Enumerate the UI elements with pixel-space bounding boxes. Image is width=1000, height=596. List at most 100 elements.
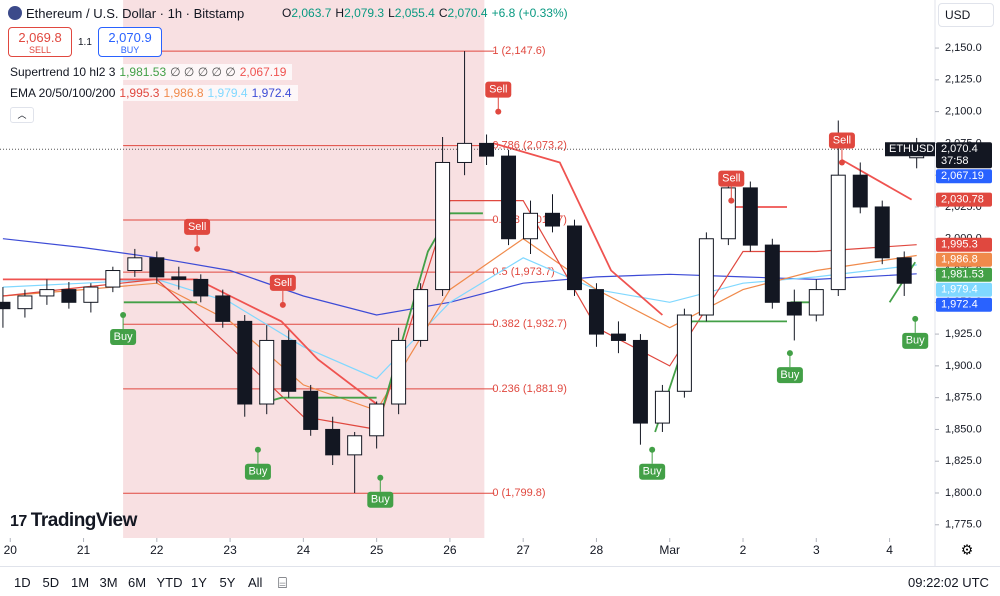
price-tag-label: 2,067.19 — [941, 170, 984, 182]
indicator-value: 1,979.4 — [207, 86, 248, 100]
x-tick-label: 27 — [517, 543, 531, 557]
candle-body — [369, 403, 385, 437]
candle-body — [0, 301, 11, 310]
signal-label: Sell — [274, 277, 292, 289]
range-button[interactable]: All — [248, 575, 263, 590]
y-tick-label: 1,825.0 — [945, 455, 982, 467]
candle-body — [676, 314, 692, 392]
candle-body — [501, 155, 517, 240]
signal-label: Buy — [643, 466, 662, 478]
y-tick-label: 2,150.0 — [945, 42, 982, 54]
fib-label: 0.236 (1,881.9) — [492, 383, 567, 395]
range-button[interactable]: 1Y — [191, 575, 207, 590]
change: +6.8 (+0.33%) — [491, 6, 568, 20]
candle-body — [698, 238, 714, 316]
price-tag-label: 1,995.3 — [941, 239, 978, 251]
range-button[interactable]: 5D — [42, 575, 60, 590]
supertrend-line — [493, 142, 663, 316]
range-button[interactable]: 1D — [14, 575, 31, 590]
x-tick-label: 26 — [443, 543, 457, 557]
signal-label: Sell — [489, 84, 507, 96]
ema-legend[interactable]: EMA 20/50/100/200 1,995.3 1,986.8 1,979.4 1,… — [8, 85, 298, 101]
candle-body — [259, 339, 275, 405]
ohlc-value: 2,055.4 — [394, 6, 435, 20]
signal-point — [254, 446, 261, 453]
x-tick-label: Mar — [659, 543, 680, 557]
candle-body — [171, 276, 187, 280]
price-tag-label: 2,070.4 — [941, 143, 978, 155]
currency-button[interactable]: USD — [938, 3, 994, 27]
x-tick-label: 22 — [150, 543, 164, 557]
price-tag — [936, 297, 992, 312]
signal-label: Buy — [780, 369, 799, 381]
range-button[interactable]: 3M — [99, 575, 118, 590]
candle-body — [347, 435, 363, 456]
signal-point — [194, 245, 201, 252]
price-tag-label: 1,972.4 — [941, 299, 978, 311]
symbol-tag-label: ETHUSD — [889, 143, 934, 155]
candle-body — [391, 339, 407, 405]
range-button[interactable]: 5Y — [219, 575, 236, 590]
spread: 1.1 — [78, 37, 92, 48]
clock: 09:22:02 UTC — [908, 575, 989, 590]
currency: USD — [945, 8, 971, 22]
signal-label: Buy — [906, 335, 925, 347]
candle-body — [61, 289, 77, 303]
x-tick-label: 21 — [77, 543, 91, 557]
candle-body — [39, 289, 55, 297]
signal-label: Buy — [114, 331, 133, 343]
signal-badge — [485, 81, 512, 98]
logo[interactable]: 17 TradingView — [10, 510, 137, 531]
x-tick-label: 25 — [370, 543, 384, 557]
indicator-value: 2,067.19 — [239, 65, 287, 79]
x-tick-label: 28 — [590, 543, 604, 557]
ohlc-key: L — [388, 6, 395, 20]
fib-label: 1 (2,147.6) — [492, 45, 545, 57]
range-button[interactable]: YTD — [156, 575, 183, 590]
fib-zone — [123, 0, 485, 538]
signal-badge — [110, 329, 137, 346]
candle-body — [127, 257, 143, 272]
candle-body — [896, 257, 912, 284]
supertrend-line — [654, 320, 787, 433]
fib-label: 0 (1,799.8) — [492, 487, 545, 499]
candle-body — [457, 142, 473, 163]
price-tag-label: 1,981.53 — [941, 269, 984, 281]
indicator-value: 1,995.3 — [119, 86, 160, 100]
candle-body — [830, 174, 846, 291]
supertrend-legend[interactable]: Supertrend 10 hl2 3 1,981.53 ∅ ∅ ∅ ∅ ∅ 2,06… — [8, 64, 293, 80]
supertrend-line — [2, 278, 378, 405]
symbol-title: Ethereum / U.S. Dollar · 1h · Bitstamp — [8, 6, 244, 21]
candle-body — [105, 270, 121, 288]
indicator-value: 1,986.8 — [163, 86, 204, 100]
range-button[interactable]: 6M — [128, 575, 147, 590]
y-tick-label: 1,875.0 — [945, 392, 982, 404]
indicator-name: Supertrend 10 hl2 3 — [10, 65, 116, 79]
buy-button[interactable]: 2,070.9 BUY — [98, 27, 162, 57]
candle-body — [193, 278, 209, 297]
candle-body — [303, 390, 319, 430]
ohlc-value: 2,063.7 — [291, 6, 332, 20]
candle-body — [632, 339, 648, 424]
range-button[interactable]: 1M — [71, 575, 90, 590]
price-tag-label: 1,979.4 — [941, 284, 978, 296]
indicator-value: 1,981.53 — [119, 65, 167, 79]
countdown: 37:58 — [941, 155, 969, 167]
candle-body — [742, 187, 758, 246]
date-range-icon[interactable]: ⌸ — [278, 575, 288, 592]
candle-body — [215, 295, 231, 322]
settings-icon[interactable]: ⚙ — [961, 542, 974, 558]
x-tick-label: 24 — [297, 543, 311, 557]
signal-point — [495, 108, 502, 115]
signal-label: Sell — [188, 221, 206, 233]
signal-point — [838, 159, 845, 166]
signal-badge — [269, 274, 296, 291]
sell-button[interactable]: 2,069.8 SELL — [8, 27, 72, 57]
ohlc-value: 2,079.3 — [344, 6, 385, 20]
x-tick-label: 23 — [223, 543, 237, 557]
candle-body — [654, 390, 670, 424]
price-tag — [936, 169, 992, 184]
y-tick-label: 1,800.0 — [945, 487, 982, 499]
collapse-button[interactable]: ︿ — [10, 107, 34, 123]
price-tag-label: 2,030.78 — [941, 194, 984, 206]
